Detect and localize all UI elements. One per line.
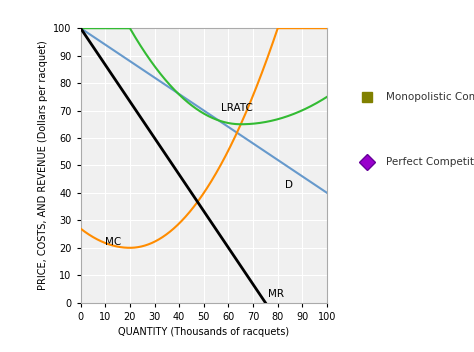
Text: MR: MR bbox=[268, 289, 284, 300]
Text: Perfect Competition Outcome: Perfect Competition Outcome bbox=[386, 157, 474, 167]
Text: LRATC: LRATC bbox=[221, 103, 253, 113]
Text: MC: MC bbox=[105, 237, 121, 247]
Text: Monopolistic Competition Outcome: Monopolistic Competition Outcome bbox=[386, 92, 474, 102]
Y-axis label: PRICE, COSTS, AND REVENUE (Dollars per racquet): PRICE, COSTS, AND REVENUE (Dollars per r… bbox=[37, 40, 47, 290]
Text: D: D bbox=[285, 180, 293, 190]
X-axis label: QUANTITY (Thousands of racquets): QUANTITY (Thousands of racquets) bbox=[118, 327, 290, 337]
